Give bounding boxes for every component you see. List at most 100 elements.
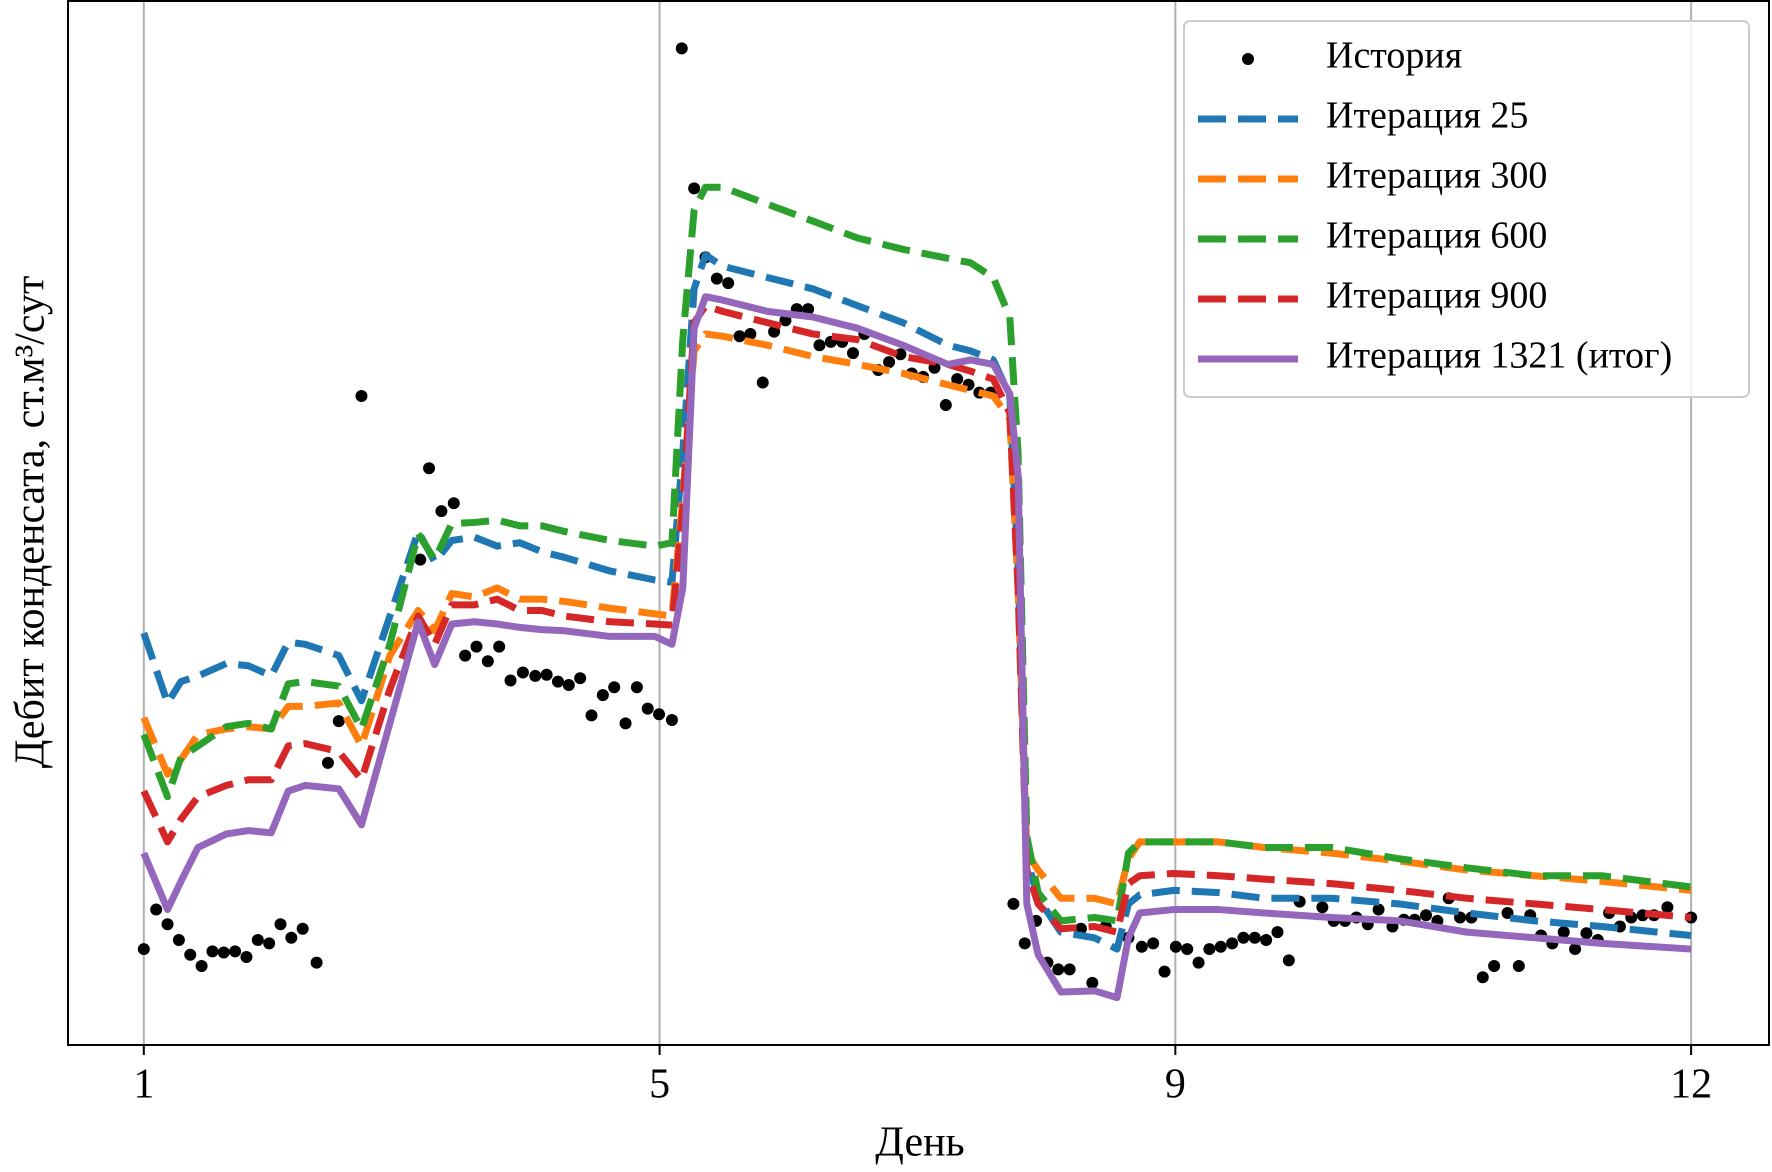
data-point bbox=[619, 717, 632, 730]
data-point bbox=[1086, 976, 1099, 989]
data-point bbox=[481, 655, 494, 668]
data-point bbox=[414, 553, 427, 566]
data-point bbox=[1135, 940, 1148, 953]
data-point bbox=[585, 709, 598, 722]
data-point bbox=[1226, 937, 1239, 950]
data-point bbox=[1372, 903, 1385, 916]
data-point bbox=[1248, 931, 1261, 944]
data-point bbox=[504, 674, 517, 687]
data-point bbox=[1488, 959, 1501, 972]
data-point bbox=[951, 373, 964, 386]
data-point bbox=[1147, 937, 1160, 950]
data-point bbox=[733, 330, 746, 343]
data-point bbox=[1569, 943, 1582, 956]
data-point bbox=[195, 959, 208, 972]
data-point bbox=[423, 462, 436, 475]
legend-label: Итерация 1321 (итог) bbox=[1326, 335, 1672, 377]
data-point bbox=[540, 668, 553, 681]
data-point bbox=[447, 497, 460, 510]
series-line bbox=[140, 302, 1692, 936]
data-point bbox=[493, 640, 506, 653]
data-point bbox=[150, 903, 163, 916]
data-point bbox=[688, 182, 701, 195]
data-point bbox=[756, 376, 769, 389]
data-point bbox=[574, 672, 587, 685]
data-point bbox=[172, 934, 185, 947]
data-point bbox=[1214, 940, 1227, 953]
plot-frame bbox=[67, 0, 1770, 1046]
y-axis-label: Дебит конденсата, ст.м³/сут bbox=[8, 276, 54, 769]
data-point bbox=[296, 922, 309, 935]
data-point bbox=[665, 713, 678, 726]
data-point bbox=[939, 399, 952, 412]
data-point bbox=[1192, 956, 1205, 969]
data-point bbox=[1661, 901, 1674, 914]
data-point bbox=[470, 640, 483, 653]
data-point bbox=[229, 945, 242, 958]
data-point bbox=[1158, 965, 1171, 978]
data-point bbox=[722, 277, 735, 290]
data-point bbox=[551, 675, 564, 688]
data-point bbox=[1476, 971, 1489, 984]
data-point bbox=[1007, 897, 1020, 910]
data-point bbox=[1181, 943, 1194, 956]
data-point bbox=[1316, 901, 1329, 914]
data-point bbox=[459, 649, 472, 662]
series-line bbox=[140, 183, 1692, 925]
x-tick-label: 5 bbox=[649, 1062, 670, 1108]
data-point bbox=[285, 931, 298, 944]
data-point bbox=[608, 681, 621, 694]
data-point bbox=[355, 390, 368, 403]
data-point bbox=[744, 327, 757, 340]
data-point bbox=[653, 708, 666, 721]
data-point bbox=[630, 681, 643, 694]
data-point bbox=[206, 945, 219, 958]
data-point bbox=[1271, 926, 1284, 939]
data-point bbox=[1237, 931, 1250, 944]
data-point bbox=[435, 505, 448, 518]
data-point bbox=[1063, 963, 1076, 976]
data-point bbox=[274, 918, 287, 931]
data-point bbox=[813, 339, 826, 352]
data-point bbox=[1052, 963, 1065, 976]
legend-label: Итерация 300 bbox=[1326, 155, 1547, 197]
data-point bbox=[802, 303, 815, 316]
data-point bbox=[217, 946, 230, 959]
data-point bbox=[1420, 909, 1433, 922]
series-line bbox=[140, 330, 1692, 908]
x-tick-label: 12 bbox=[1670, 1062, 1712, 1108]
legend-label: История bbox=[1326, 35, 1462, 77]
data-point bbox=[1203, 943, 1216, 956]
data-point bbox=[137, 943, 150, 956]
data-point bbox=[516, 666, 529, 679]
series-line bbox=[140, 251, 1692, 953]
series-line bbox=[140, 293, 1692, 1002]
data-point bbox=[1169, 940, 1182, 953]
data-point bbox=[310, 956, 323, 969]
data-point bbox=[1018, 937, 1031, 950]
legend-label: Итерация 25 bbox=[1326, 95, 1528, 137]
data-point bbox=[710, 272, 723, 285]
data-point bbox=[161, 918, 174, 931]
data-point bbox=[641, 702, 654, 715]
legend-label: Итерация 600 bbox=[1326, 215, 1547, 257]
data-point bbox=[883, 356, 896, 369]
data-point bbox=[240, 950, 253, 963]
legend-label: Итерация 900 bbox=[1326, 275, 1547, 317]
x-axis-label: День bbox=[875, 1120, 964, 1166]
data-point bbox=[184, 948, 197, 961]
data-point bbox=[675, 42, 688, 55]
data-point bbox=[562, 678, 575, 691]
data-point bbox=[529, 669, 542, 682]
data-point bbox=[596, 689, 609, 702]
legend: История Итерация 25 Итерация 300 Итерация 6… bbox=[1183, 20, 1750, 398]
legend-box bbox=[1183, 20, 1750, 398]
data-point bbox=[1282, 954, 1295, 967]
x-tick-label: 1 bbox=[133, 1062, 154, 1108]
data-point bbox=[846, 347, 859, 360]
legend-marker bbox=[1242, 53, 1254, 65]
data-point bbox=[321, 756, 334, 769]
data-point bbox=[1260, 934, 1273, 947]
